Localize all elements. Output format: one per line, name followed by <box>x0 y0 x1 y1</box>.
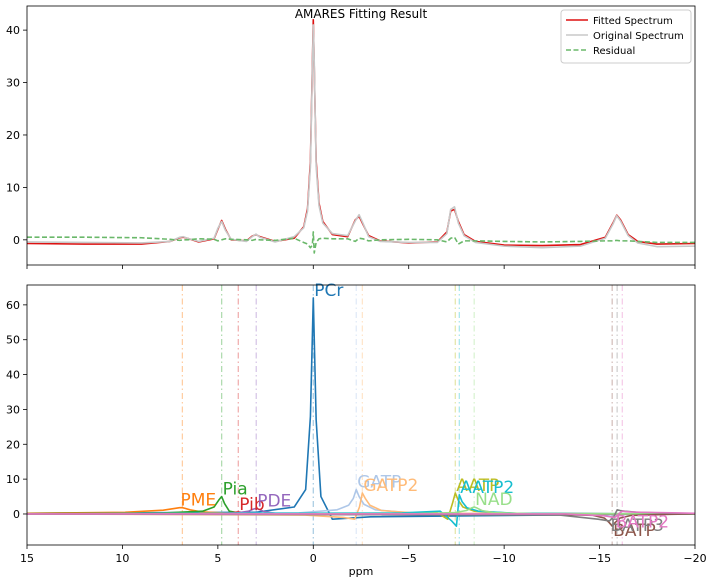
peak-label: AATP2 <box>460 478 514 498</box>
y-tick-label: 30 <box>6 77 20 90</box>
peak-label: NAD <box>475 490 512 510</box>
series-line <box>27 506 695 515</box>
peak-label: AATP <box>456 476 499 496</box>
x-tick-label: 10 <box>115 552 129 565</box>
y-tick-label: 40 <box>6 369 20 382</box>
peak-label: BATP3 <box>610 516 663 536</box>
x-tick-label: −15 <box>588 552 611 565</box>
peak-label: BATP2 <box>616 512 669 532</box>
series-line <box>27 24 695 249</box>
x-tick-label: 0 <box>310 552 317 565</box>
x-tick-label: −20 <box>683 552 706 565</box>
peak-label: GATP2 <box>363 476 418 496</box>
legend-box <box>560 9 692 64</box>
y-tick-label: 20 <box>6 129 20 142</box>
legend-label: Fitted Spectrum <box>593 16 673 27</box>
y-tick-label: 50 <box>6 334 20 347</box>
peak-label: Pib <box>239 495 264 515</box>
series-line <box>27 510 695 519</box>
peak-label: PME <box>180 491 216 511</box>
y-tick-label: 10 <box>6 473 20 486</box>
y-tick-label: 10 <box>6 181 20 194</box>
x-tick-label: 15 <box>20 552 34 565</box>
peak-label: PCr <box>314 281 343 301</box>
y-tick-label: 30 <box>6 403 20 416</box>
series-line <box>27 492 695 521</box>
y-tick-label: 0 <box>13 508 20 521</box>
plot-area <box>27 285 695 545</box>
chart-title: AMARES Fitting Result <box>295 7 428 21</box>
plot-area <box>27 18 695 254</box>
x-axis-label: ppm <box>349 565 374 578</box>
peak-label: GATP <box>357 473 401 493</box>
y-tick-label: 20 <box>6 438 20 451</box>
peak-label: BATP <box>613 521 656 541</box>
x-tick-label: −5 <box>401 552 417 565</box>
y-tick-label: 60 <box>6 299 20 312</box>
x-tick-label: 5 <box>214 552 221 565</box>
series-line <box>27 231 695 254</box>
peak-label: Pia <box>223 480 248 500</box>
x-tick-label: −10 <box>493 552 516 565</box>
axes-frame <box>26 5 696 266</box>
y-tick-label: 0 <box>13 234 20 247</box>
y-tick-label: 40 <box>6 24 20 37</box>
legend-label: Residual <box>593 46 635 57</box>
axes-frame <box>26 284 696 546</box>
legend-label: Original Spectrum <box>593 31 684 42</box>
peak-label: PDE <box>257 491 291 511</box>
